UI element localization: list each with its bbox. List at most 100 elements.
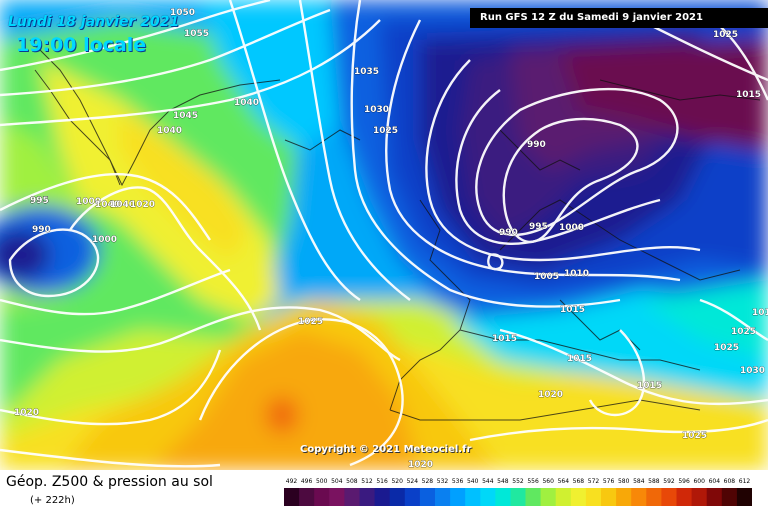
weather-map: 1050 1055 1045 1040 1040 1035 1030 1025 …	[0, 0, 768, 470]
scale-tick-label: 588	[648, 478, 660, 485]
scale-swatch	[450, 488, 466, 506]
color-scale: 492 496 500 504 508 512 516 520 524 528 532 536 540 5…	[284, 478, 752, 506]
scale-tick-label: 496	[301, 478, 313, 485]
pressure-label: 1050	[170, 8, 195, 18]
scale-swatch	[419, 488, 436, 506]
scale-swatch	[329, 488, 345, 506]
scale-swatch	[359, 488, 376, 506]
scale-swatch	[691, 488, 708, 506]
scale-tick-label: 552	[512, 478, 524, 485]
forecast-date: Lundi 18 janvier 2021	[8, 14, 180, 30]
pressure-label: 1000	[76, 197, 101, 207]
pressure-label: 1040	[157, 126, 182, 136]
scale-tick-label: 564	[558, 478, 570, 485]
scale-swatch	[435, 488, 451, 506]
pressure-label: 1015	[736, 90, 761, 100]
scale-swatch	[616, 488, 632, 506]
scale-tick-label: 500	[316, 478, 328, 485]
scale-tick-label: 592	[663, 478, 675, 485]
scale-swatch	[495, 488, 511, 506]
scale-swatch	[601, 488, 617, 506]
scale-swatch	[585, 488, 602, 506]
pressure-label: 1040	[95, 200, 120, 210]
pressure-label: 1025	[373, 126, 398, 136]
legend-subtitle: (+ 222h)	[30, 495, 75, 506]
scale-tick-label: 492	[286, 478, 298, 485]
forecast-time: 19:00 locale	[16, 34, 147, 56]
scale-tick-label: 576	[603, 478, 615, 485]
scale-swatch	[555, 488, 572, 506]
pressure-label: 1040	[110, 200, 135, 210]
pressure-label: 990	[527, 140, 546, 150]
copyright-notice: Copyright © 2021 Meteociel.fr	[300, 444, 472, 455]
scale-tick-label: 596	[678, 478, 690, 485]
legend-title: Géop. Z500 & pression au sol	[6, 474, 213, 490]
scale-swatch	[646, 488, 662, 506]
pressure-label: 1025	[682, 431, 707, 441]
scale-tick-label: 524	[407, 478, 419, 485]
scale-swatch	[525, 488, 542, 506]
scale-swatch	[661, 488, 677, 506]
scale-tick-label: 580	[618, 478, 630, 485]
pressure-label: 1025	[714, 343, 739, 353]
pressure-label: 1010	[564, 269, 589, 279]
scale-swatch	[510, 488, 527, 506]
pressure-label: 995	[529, 222, 548, 232]
pressure-label: 1030	[740, 366, 765, 376]
scale-tick-label: 520	[391, 478, 403, 485]
scale-swatch	[631, 488, 647, 506]
pressure-label: 1015	[492, 334, 517, 344]
scale-tick-label: 504	[331, 478, 343, 485]
pressure-label: 1015	[560, 305, 585, 315]
pressure-label: 995	[30, 196, 49, 206]
scale-swatch	[736, 488, 752, 506]
scale-swatch	[389, 488, 406, 506]
pressure-label: 1000	[559, 223, 584, 233]
pressure-label: 1035	[354, 67, 379, 77]
pressure-label: 1020	[130, 200, 155, 210]
scale-tick-label: 556	[527, 478, 539, 485]
scale-tick-label: 584	[633, 478, 645, 485]
pressure-label: 1020	[14, 408, 39, 418]
pressure-label: 1055	[184, 29, 209, 39]
scale-swatch	[570, 488, 587, 506]
scale-tick-label: 572	[588, 478, 600, 485]
scale-tick-label: 508	[346, 478, 358, 485]
pressure-label: 995	[30, 196, 49, 206]
pressure-label: 1020	[538, 390, 563, 400]
pressure-label: 1040	[234, 98, 259, 108]
geopotential-field	[0, 0, 768, 470]
scale-swatch	[344, 488, 360, 506]
pressure-label: 1015	[752, 308, 768, 318]
scale-swatch	[299, 488, 315, 506]
scale-swatch	[721, 488, 738, 506]
scale-tick-label: 608	[724, 478, 736, 485]
pressure-label: 990	[32, 225, 51, 235]
scale-swatch	[404, 488, 421, 506]
scale-swatch	[314, 488, 330, 506]
scale-swatch	[374, 488, 391, 506]
scale-tick-label: 516	[376, 478, 388, 485]
scale-tick-label: 528	[422, 478, 434, 485]
scale-tick-label: 568	[573, 478, 585, 485]
pressure-label: 1025	[713, 30, 738, 40]
scale-swatch	[676, 488, 693, 506]
scale-tick-label: 560	[542, 478, 554, 485]
scale-tick-label: 540	[467, 478, 479, 485]
pressure-labels: 1050 1055 1045 1040 1040 1035 1030 1025 …	[14, 8, 768, 470]
pressure-label: 1005	[534, 272, 559, 282]
scale-swatch	[706, 488, 723, 506]
scale-tick-label: 548	[497, 478, 509, 485]
pressure-label: 990	[499, 228, 518, 238]
pressure-label: 1045	[173, 111, 198, 121]
scale-tick-label: 612	[739, 478, 751, 485]
scale-tick-label: 532	[437, 478, 449, 485]
scale-tick-label: 604	[709, 478, 721, 485]
pressure-label: 1030	[364, 105, 389, 115]
scale-tick-label: 600	[693, 478, 705, 485]
pressure-label: 1015	[637, 381, 662, 391]
pressure-label: 1000	[92, 235, 117, 245]
scale-swatch	[480, 488, 496, 506]
scale-swatch	[540, 488, 557, 506]
